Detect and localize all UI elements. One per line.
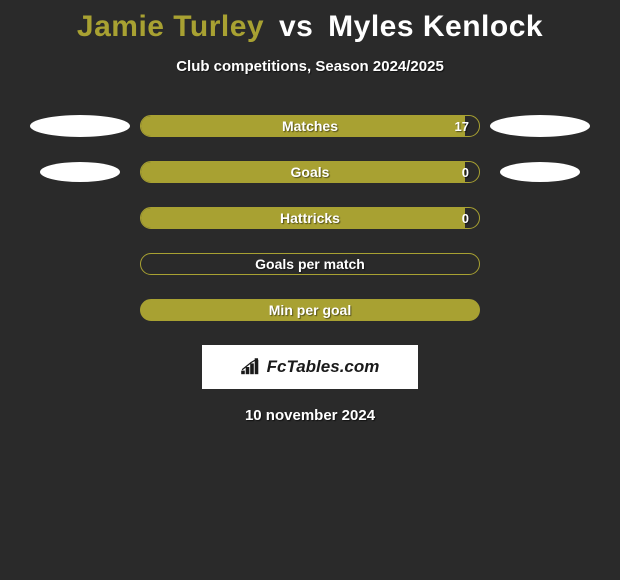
- logo-text: FcTables.com: [267, 357, 380, 377]
- stat-value: 0: [462, 165, 469, 180]
- stat-bar: Goals per match: [140, 253, 480, 275]
- stat-row: Goals per match: [0, 253, 620, 275]
- stats-rows: Matches 17 Goals 0 Hattricks 0 Goals per match…: [0, 115, 620, 321]
- left-side: [20, 162, 140, 182]
- left-side: [20, 115, 140, 137]
- right-ellipse: [490, 115, 590, 137]
- player1-name: Jamie Turley: [77, 10, 264, 43]
- stat-bar: Goals 0: [140, 161, 480, 183]
- page-title: Jamie Turley vs Myles Kenlock: [0, 0, 620, 44]
- logo-box: FcTables.com: [202, 345, 418, 389]
- subtitle: Club competitions, Season 2024/2025: [0, 58, 620, 75]
- left-ellipse: [30, 115, 130, 137]
- stat-value: 0: [462, 211, 469, 226]
- left-ellipse: [40, 162, 120, 182]
- logo: FcTables.com: [241, 357, 380, 377]
- stat-label: Goals per match: [255, 256, 365, 272]
- vs-label: vs: [279, 10, 313, 43]
- right-side: [480, 162, 600, 182]
- stat-row: Min per goal: [0, 299, 620, 321]
- stat-bar: Matches 17: [140, 115, 480, 137]
- bar-chart-icon: [241, 358, 263, 376]
- right-ellipse: [500, 162, 580, 182]
- stat-row: Hattricks 0: [0, 207, 620, 229]
- stat-row: Goals 0: [0, 161, 620, 183]
- stat-row: Matches 17: [0, 115, 620, 137]
- date-label: 10 november 2024: [0, 407, 620, 424]
- stat-label: Matches: [282, 118, 338, 134]
- right-side: [480, 115, 600, 137]
- stat-label: Goals: [291, 164, 330, 180]
- player2-name: Myles Kenlock: [328, 10, 543, 43]
- stat-bar: Min per goal: [140, 299, 480, 321]
- stat-value: 17: [455, 119, 469, 134]
- stat-label: Min per goal: [269, 302, 351, 318]
- stat-label: Hattricks: [280, 210, 340, 226]
- stat-bar: Hattricks 0: [140, 207, 480, 229]
